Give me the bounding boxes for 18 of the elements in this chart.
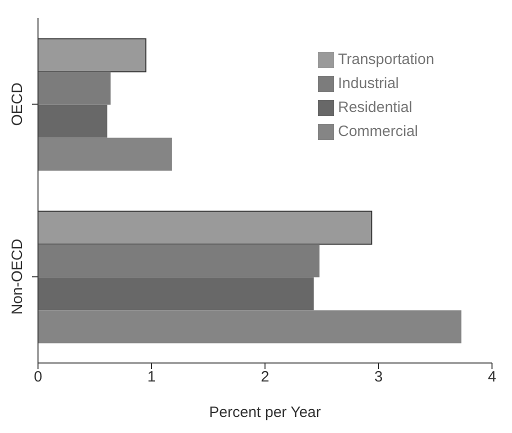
x-tick-label: 1 [147,368,156,386]
bar [38,277,314,310]
x-tick-label: 2 [260,368,270,386]
y-tick-label: Non-OECD [9,238,26,315]
legend-label: Industrial [338,75,399,92]
legend-label: Transportation [338,51,434,68]
x-tick-label: 0 [34,368,42,386]
legend-label: Residential [338,99,412,116]
bar [38,138,172,171]
x-tick-label: 3 [374,368,383,386]
bar [38,244,320,278]
y-tick-label: OECD [9,82,26,126]
legend-label: Commercial [338,123,418,140]
bar [38,104,108,138]
x-tick-label: 4 [488,368,496,386]
x-axis-title: Percent per Year [209,404,321,421]
bar [38,72,111,105]
bar [38,310,462,344]
